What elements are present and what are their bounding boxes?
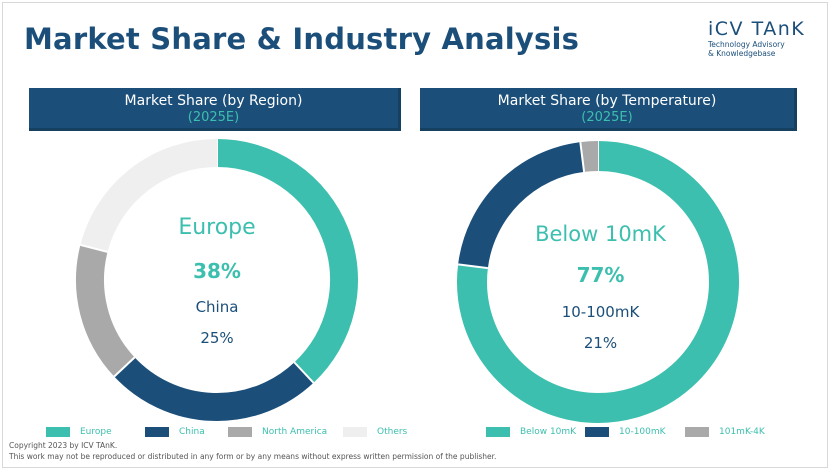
page-title: Market Share & Industry Analysis: [24, 22, 580, 56]
region-center-primary-name: Europe: [178, 215, 256, 240]
region-center-primary-value: 38%: [193, 259, 241, 283]
legend-label: China: [179, 427, 205, 437]
temperature-center-primary-value: 77%: [576, 263, 625, 287]
legend-swatch: [486, 427, 510, 437]
temperature-slice-101mk-4k: [580, 141, 599, 172]
temperature-center-primary-name: Below 10mK: [535, 222, 666, 246]
region-slice-separator: [113, 356, 136, 378]
legend-item-north-america: North America: [228, 426, 327, 438]
legend-swatch: [585, 427, 609, 437]
temperature-chart-subtitle: (2025E): [581, 110, 633, 125]
temperature-slice-separator: [457, 263, 489, 270]
region-slice-separator: [293, 361, 315, 384]
legend-item-10-100mk: 10-100mK: [585, 426, 666, 438]
legend-item-101mk-4k: 101mK-4K: [685, 426, 765, 438]
legend-item-others: Others: [343, 426, 407, 438]
region-chart-header: Market Share (by Region) (2025E): [29, 88, 401, 131]
temperature-center-secondary-value: 21%: [583, 334, 618, 352]
logo-name: iCV TAnK: [708, 18, 806, 40]
legend-label: North America: [262, 427, 328, 437]
temperature-slice-10-100mk: [458, 142, 585, 269]
region-slice-europe: [216, 139, 358, 383]
legend-item-below-10mk: Below 10mK: [486, 426, 576, 438]
region-slice-separator: [80, 243, 108, 253]
legend-item-china: China: [145, 426, 205, 438]
region-chart-subtitle: (2025E): [187, 110, 240, 125]
region-slice-others: [80, 139, 218, 253]
legend-label: Others: [377, 427, 408, 437]
logo-tagline-1: Technology Advisory: [708, 40, 785, 49]
notice-text: This work may not be reproduced or distr…: [9, 452, 497, 461]
legend-label: Europe: [80, 427, 112, 437]
legend-label: 10-100mK: [619, 427, 666, 437]
region-slice-china: [114, 357, 314, 421]
legend-label: 101mK-4K: [719, 427, 765, 437]
region-center-secondary-name: China: [195, 298, 239, 316]
region-slice-north-america: [76, 244, 135, 377]
legend-swatch: [145, 427, 169, 437]
legend-label: Below 10mK: [520, 427, 577, 437]
legend-swatch: [685, 427, 709, 437]
legend-item-europe: Europe: [46, 426, 112, 438]
temperature-chart-header: Market Share (by Temperature) (2025E): [420, 88, 797, 131]
temperature-center-secondary-name: 10-100mK: [561, 303, 640, 321]
legend-swatch: [46, 427, 70, 437]
region-center-secondary-value: 25%: [200, 329, 234, 347]
temperature-slice-separator: [579, 141, 586, 173]
temperature-slice-below-10mk: [457, 141, 739, 423]
legend-swatch: [343, 427, 367, 437]
logo-tagline-2: & Knowledgebase: [708, 49, 776, 58]
region-chart-title: Market Share (by Region): [124, 93, 303, 109]
legend-swatch: [228, 427, 252, 437]
temperature-chart-title: Market Share (by Temperature): [497, 93, 717, 109]
copyright-text: Copyright 2023 by ICV TAnK.: [9, 441, 118, 450]
logo: iCV TAnK Technology Advisory & Knowledge…: [708, 18, 818, 58]
